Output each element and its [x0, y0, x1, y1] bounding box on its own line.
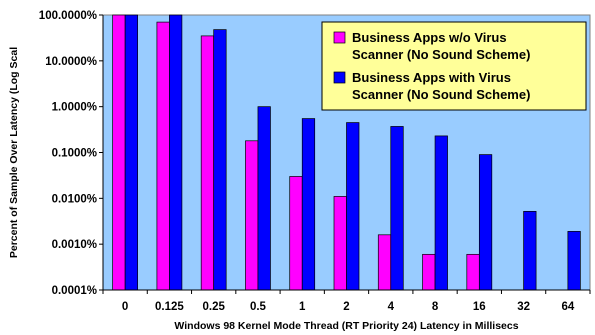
bar-series2-0: [124, 14, 138, 291]
bar-series1-0.5: [245, 140, 259, 291]
bar-series1-2: [333, 196, 347, 291]
bar-series2-0.5: [257, 106, 271, 291]
x-axis-title: Windows 98 Kernel Mode Thread (RT Priori…: [174, 320, 518, 332]
y-tick-label: 0.0010%: [52, 239, 97, 251]
y-tick-label: 0.1000%: [52, 148, 97, 160]
bar-series2-0.125: [169, 14, 183, 291]
bars-layer: [112, 14, 581, 291]
x-tick-label: 0: [122, 301, 128, 313]
x-tick-label: 2: [343, 301, 349, 313]
x-tick-label: 0.125: [155, 301, 184, 313]
axes-layer: [99, 14, 591, 294]
x-tick-label: 16: [473, 301, 486, 313]
bar-series2-0.25: [213, 29, 227, 291]
legend-label-series1: Business Apps w/o Virus: [352, 30, 507, 45]
bar-series2-64: [567, 231, 581, 291]
bar-series2-4: [390, 126, 404, 291]
legend: Business Apps w/o Virus Scanner (No Sound…: [321, 21, 587, 111]
bar-series1-16: [466, 253, 480, 291]
x-tick-label: 64: [561, 301, 574, 313]
x-tick-label: 0.25: [202, 301, 225, 313]
bar-series1-1: [289, 176, 303, 291]
y-axis-title: Percent of Sample Over Latency (Log Scal: [8, 47, 20, 258]
y-tick-labels: 100.0000% 10.0000% 1.0000% 0.1000% 0.0100% 0.…: [39, 10, 97, 297]
legend-box: [321, 21, 587, 111]
bar-series2-1: [301, 118, 316, 291]
x-tick-label: 32: [517, 301, 530, 313]
bar-series1-4: [377, 234, 392, 291]
bar-series1-0.125: [156, 21, 170, 291]
bar-series2-32: [523, 210, 537, 291]
y-tick-label: 0.0001%: [52, 285, 97, 297]
y-tick-label: 100.0000%: [39, 10, 97, 22]
x-tick-labels: 0 0.125 0.25 0.5 1 2 4 8 16 32 64: [122, 301, 575, 313]
bar-series1-8: [422, 253, 436, 291]
x-tick-label: 0.5: [250, 301, 267, 313]
x-tick-label: 1: [299, 301, 306, 313]
bar-series1-0.25: [200, 35, 215, 291]
x-tick-label: 8: [432, 301, 439, 313]
y-tick-label: 10.0000%: [45, 56, 97, 68]
legend-label-series2: Business Apps with Virus: [352, 70, 511, 85]
legend-swatch-series1: [333, 31, 346, 44]
y-tick-label: 0.0100%: [52, 193, 97, 205]
bar-series2-2: [346, 122, 360, 291]
legend-swatch-series2: [333, 71, 346, 84]
bar-series2-16: [478, 154, 493, 291]
y-tick-label: 1.0000%: [52, 102, 97, 114]
bar-series1-0: [112, 14, 126, 291]
legend-label-series1: Scanner (No Sound Scheme): [352, 47, 530, 62]
bar-series2-8: [434, 135, 448, 291]
legend-label-series2: Scanner (No Sound Scheme): [352, 87, 530, 102]
x-tick-label: 4: [388, 301, 395, 313]
